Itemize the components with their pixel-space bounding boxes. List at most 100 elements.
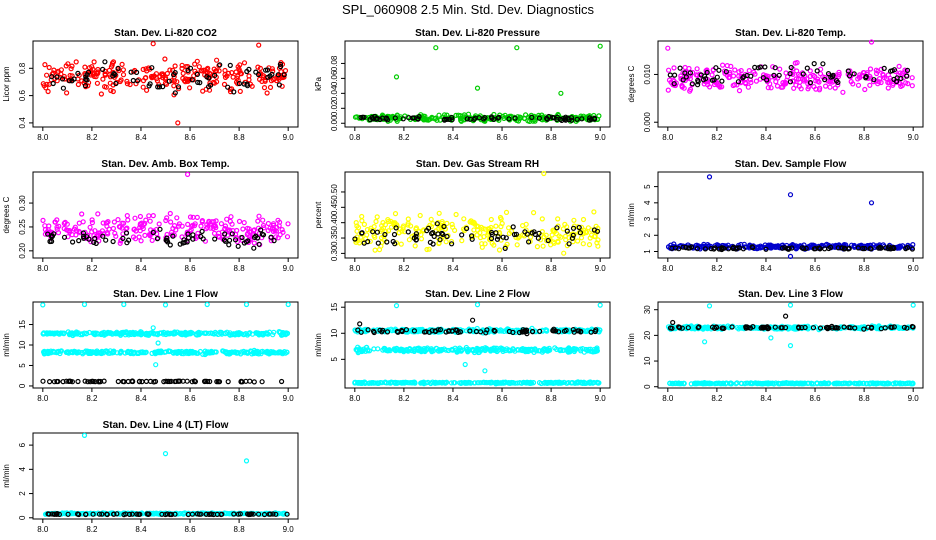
data-point (870, 242, 877, 248)
data-point (210, 225, 216, 231)
data-point (855, 82, 862, 88)
data-point (445, 347, 451, 354)
data-point (258, 227, 264, 233)
data-point (221, 81, 228, 88)
outlier-point (474, 302, 481, 308)
data-point (839, 381, 845, 387)
data-point (442, 380, 448, 386)
data-point (449, 241, 455, 247)
data-point (667, 380, 673, 386)
data-point (69, 78, 75, 84)
x-tick-label: 8.0 (662, 394, 674, 403)
data-point (896, 63, 902, 70)
data-point (114, 511, 120, 517)
data-point (207, 225, 214, 231)
data-point (513, 231, 520, 237)
data-point (151, 73, 157, 79)
data-point (743, 324, 749, 330)
data-point (441, 223, 447, 230)
data-point (393, 225, 399, 231)
data-point (211, 66, 217, 72)
data-point (164, 215, 170, 221)
data-point (702, 324, 708, 330)
data-point (736, 87, 743, 94)
data-point (190, 232, 196, 238)
data-point (846, 245, 852, 252)
data-point (183, 76, 189, 82)
data-point (43, 72, 50, 78)
data-point (281, 72, 287, 78)
data-point (385, 218, 392, 225)
data-point (501, 328, 507, 334)
y-tick-label: 0.00 (330, 115, 339, 131)
plot-frame (344, 301, 611, 389)
data-point (180, 75, 186, 82)
data-point (500, 348, 506, 354)
data-point (167, 242, 173, 248)
y-tick-label: 15 (18, 320, 27, 329)
data-point (384, 239, 390, 245)
data-point (206, 330, 212, 336)
data-point (113, 331, 119, 337)
data-point (465, 111, 472, 117)
data-point (685, 325, 691, 331)
data-point (398, 241, 404, 247)
data-point (111, 511, 117, 517)
data-point (137, 224, 143, 230)
data-point (90, 511, 96, 517)
data-point (572, 346, 578, 352)
outlier-point (204, 301, 210, 308)
data-point (442, 116, 448, 122)
data-point (82, 378, 88, 384)
data-point (107, 80, 113, 86)
data-point (730, 73, 737, 79)
data-point (208, 511, 214, 517)
data-point (787, 70, 793, 77)
data-point (405, 216, 411, 222)
data-point (822, 74, 828, 81)
data-point (839, 245, 845, 251)
data-point (163, 217, 169, 224)
data-point (212, 236, 218, 242)
data-point (672, 380, 679, 387)
data-point (391, 231, 398, 238)
data-point (355, 225, 362, 231)
data-point (530, 380, 537, 386)
data-point (758, 325, 764, 331)
data-point (503, 209, 510, 215)
data-point (550, 328, 556, 334)
data-point (185, 235, 192, 241)
data-point (669, 245, 675, 251)
panel-title: Stan. Dev. Line 2 Flow (425, 289, 530, 300)
y-tick-label: 0.6 (18, 89, 27, 101)
data-point (79, 211, 85, 217)
data-point (540, 347, 546, 353)
data-point (449, 328, 455, 334)
data-point (387, 348, 393, 354)
data-point (141, 349, 147, 355)
x-tick-label: 9.0 (595, 264, 607, 273)
data-point (150, 229, 156, 236)
data-point (596, 380, 602, 386)
y-tick-label: 0.45 (330, 199, 339, 215)
data-point (256, 511, 262, 517)
data-point (520, 379, 527, 385)
data-point (247, 378, 253, 384)
data-point (80, 230, 87, 236)
data-point (154, 331, 160, 337)
data-point (671, 65, 677, 71)
data-point (909, 246, 916, 252)
data-point (890, 381, 897, 387)
data-point (222, 330, 228, 336)
data-point (434, 221, 440, 227)
data-point (158, 350, 164, 356)
data-point (150, 213, 156, 219)
data-point (234, 349, 240, 356)
data-point (840, 89, 846, 95)
outlier-point (787, 343, 794, 349)
data-point (284, 234, 291, 240)
data-point (192, 350, 198, 356)
data-point (156, 84, 163, 90)
y-tick-label: 10 (643, 356, 652, 365)
